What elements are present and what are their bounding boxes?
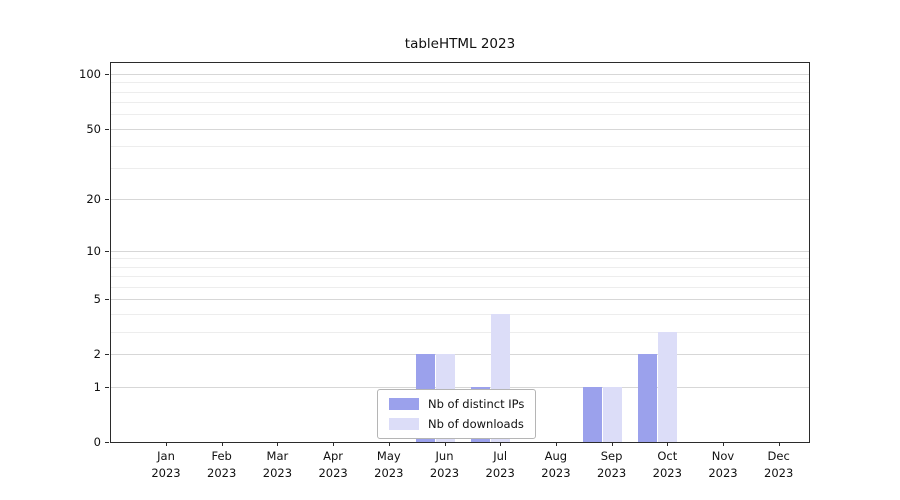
bar-distinct-ips	[582, 386, 602, 442]
x-tick-year: 2023	[374, 465, 404, 480]
minor-gridline	[111, 286, 809, 288]
x-tick-label: Oct 2023	[653, 448, 682, 481]
minor-gridline	[111, 331, 809, 333]
x-tick-label: Apr 2023	[318, 448, 347, 481]
y-tick-mark	[105, 299, 109, 301]
major-gridline	[111, 250, 809, 252]
x-tick-month: Jun	[435, 449, 454, 463]
y-tick-mark	[105, 199, 109, 201]
x-tick-label: Jun 2023	[430, 448, 459, 481]
x-tick-month: Oct	[657, 449, 678, 463]
bar-downloads	[602, 386, 622, 442]
x-tick-year: 2023	[596, 465, 627, 480]
x-tick-month: Sep	[600, 449, 623, 463]
legend-label-downloads: Nb of downloads	[428, 417, 524, 431]
plot-area: Nb of distinct IPs Nb of downloads	[110, 62, 810, 443]
x-tick-month: Mar	[266, 449, 289, 463]
major-gridline	[111, 386, 809, 388]
x-tick-year: 2023	[151, 465, 181, 480]
x-tick-label: Jul 2023	[486, 448, 515, 481]
minor-gridline	[111, 145, 809, 147]
minor-gridline	[111, 82, 809, 84]
legend-entry-downloads: Nb of downloads	[389, 417, 524, 431]
x-tick-year: 2023	[764, 465, 794, 480]
x-tick-year: 2023	[541, 465, 571, 480]
x-tick-month: Nov	[711, 449, 735, 463]
x-tick-label: May 2023	[374, 448, 403, 481]
major-gridline	[111, 74, 809, 75]
y-tick-mark	[105, 386, 109, 388]
x-tick-label: Mar 2023	[263, 448, 292, 481]
x-tick-label: Aug 2023	[541, 448, 570, 481]
major-gridline	[111, 299, 809, 301]
x-tick-mark	[723, 443, 724, 446]
x-tick-mark	[388, 443, 390, 446]
x-tick-mark	[611, 443, 613, 446]
y-tick-mark	[105, 250, 109, 252]
x-tick-year: 2023	[429, 465, 460, 480]
x-tick-year: 2023	[652, 465, 682, 480]
x-tick-month: Apr	[323, 449, 344, 463]
x-tick-mark	[333, 443, 335, 446]
x-tick-label: Nov 2023	[708, 448, 737, 481]
x-tick-mark	[444, 443, 446, 446]
legend-swatch-distinct-ips	[389, 398, 419, 410]
y-tick-mark	[105, 442, 109, 443]
minor-gridline	[111, 102, 809, 104]
x-tick-label: Sep 2023	[597, 448, 626, 481]
x-tick-year: 2023	[708, 465, 738, 480]
x-tick-year: 2023	[207, 465, 237, 480]
minor-gridline	[111, 114, 809, 116]
minor-gridline	[111, 313, 809, 315]
y-tick-mark	[105, 74, 109, 75]
x-tick-year: 2023	[318, 465, 348, 480]
minor-gridline	[111, 276, 809, 278]
x-tick-month: Dec	[767, 449, 790, 463]
x-tick-month: May	[376, 449, 401, 463]
y-tick-label: 20	[86, 192, 101, 207]
minor-gridline	[111, 91, 809, 93]
major-gridline	[111, 128, 809, 130]
x-tick-mark	[221, 443, 223, 446]
x-tick-month: Aug	[544, 449, 568, 463]
y-tick-label: 2	[93, 347, 101, 362]
legend-swatch-downloads	[389, 418, 419, 430]
minor-gridline	[111, 258, 809, 260]
minor-gridline	[111, 266, 809, 268]
x-tick-label: Feb 2023	[207, 448, 236, 481]
x-tick-label: Jan 2023	[151, 448, 180, 481]
x-tick-month: Jan	[157, 449, 175, 463]
y-tick-label: 0	[93, 435, 101, 449]
y-tick-mark	[105, 128, 109, 130]
y-tick-label: 1	[93, 379, 101, 394]
legend: Nb of distinct IPs Nb of downloads	[377, 389, 537, 439]
x-tick-year: 2023	[485, 465, 515, 480]
chart-title: tableHTML 2023	[404, 36, 516, 52]
legend-label-distinct-ips: Nb of distinct IPs	[428, 397, 525, 411]
major-gridline	[111, 354, 809, 356]
x-tick-label: Dec 2023	[764, 448, 793, 481]
minor-gridline	[111, 168, 809, 170]
x-tick-mark	[277, 443, 279, 446]
x-tick-mark	[555, 443, 557, 446]
y-tick-mark	[105, 354, 109, 356]
y-tick-label: 50	[86, 121, 101, 136]
bar-distinct-ips	[638, 354, 658, 442]
x-tick-year: 2023	[262, 465, 293, 480]
y-tick-label: 100	[79, 67, 101, 81]
legend-entry-distinct-ips: Nb of distinct IPs	[389, 397, 524, 411]
y-tick-label: 10	[86, 243, 101, 258]
x-tick-mark	[500, 443, 502, 446]
major-gridline	[111, 199, 809, 201]
x-tick-month: Jul	[493, 449, 508, 463]
x-tick-mark	[778, 443, 780, 446]
bar-downloads	[658, 331, 678, 442]
x-tick-month: Feb	[211, 449, 232, 463]
x-tick-mark	[667, 443, 669, 446]
y-tick-label: 5	[93, 292, 101, 307]
x-tick-mark	[166, 443, 167, 446]
